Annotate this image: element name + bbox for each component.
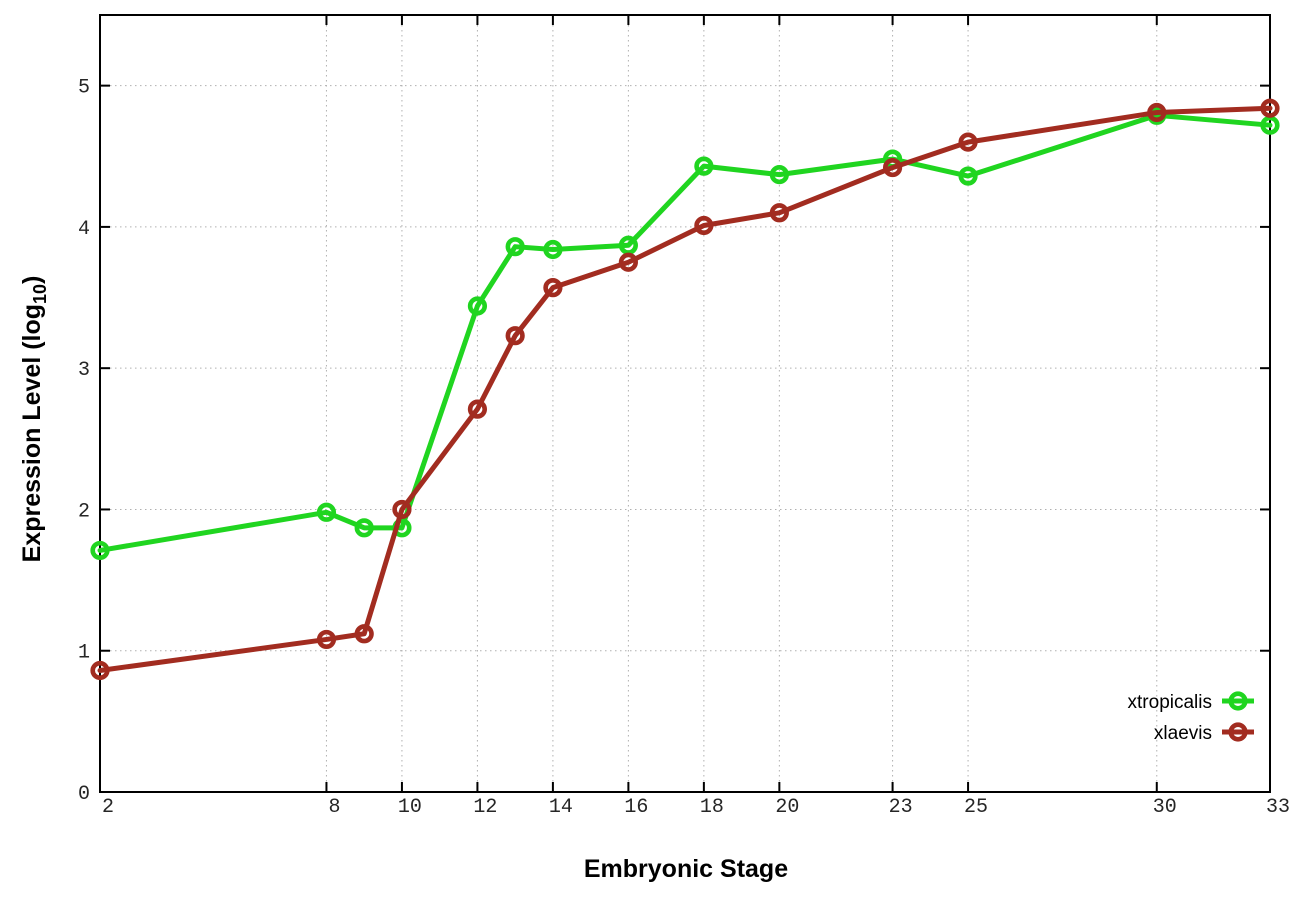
data-point-xtropicalis	[505, 237, 525, 257]
x-tick-label: 23	[889, 796, 913, 819]
data-point-xlaevis	[694, 215, 714, 236]
data-point-xlaevis	[90, 660, 110, 681]
data-point-xtropicalis	[1260, 115, 1280, 135]
data-point-xlaevis	[882, 157, 903, 178]
data-point-xtropicalis	[90, 540, 110, 561]
y-tick-label: 1	[78, 642, 90, 665]
x-tick-label: 10	[398, 796, 422, 819]
data-point-xtropicalis	[958, 166, 978, 186]
x-tick-label: 33	[1266, 796, 1290, 819]
x-tick-label: 12	[473, 796, 497, 819]
data-point-xtropicalis	[618, 235, 638, 255]
grid-layer	[100, 15, 1270, 792]
y-tick-label: 4	[78, 218, 90, 241]
legend: xtropicalis xlaevis	[1128, 691, 1254, 744]
x-tick-label: 25	[964, 796, 988, 819]
chart-line-xtropicalis	[97, 112, 1273, 553]
legend-marker-xlaevis	[1228, 722, 1248, 742]
x-tick-label: 18	[700, 796, 724, 819]
x-axis-label: Embryonic Stage	[584, 855, 788, 883]
data-point-xlaevis	[1147, 102, 1167, 123]
legend-label-xtropicalis: xtropicalis	[1128, 692, 1212, 713]
data-point-xlaevis	[316, 629, 337, 650]
data-point-xlaevis	[543, 278, 563, 298]
data-point-xlaevis	[769, 203, 789, 223]
x-tick-label: 16	[624, 796, 648, 819]
x-tick-label: 30	[1153, 796, 1177, 819]
x-tick-label: 2	[102, 796, 114, 819]
data-point-xlaevis	[958, 132, 978, 152]
data-point-xtropicalis	[467, 296, 488, 316]
legend-marker-xtropicalis	[1228, 691, 1248, 711]
data-point-xtropicalis	[769, 165, 789, 185]
y-tick-label: 2	[78, 500, 90, 523]
y-tick-label: 0	[78, 783, 90, 806]
y-axis-label: Expression Level (log10)	[18, 276, 50, 563]
data-point-xlaevis	[392, 499, 412, 520]
y-axis-label-group: Expression Level (log10)	[18, 276, 50, 563]
data-point-xtropicalis	[316, 502, 337, 522]
legend-label-xlaevis: xlaevis	[1154, 723, 1212, 744]
chart-line-xlaevis	[97, 105, 1273, 674]
data-point-xlaevis	[354, 624, 374, 644]
data-point-xlaevis	[618, 252, 638, 272]
plot-border	[99, 14, 1271, 793]
y-tick-label: 5	[78, 77, 90, 100]
data-point-xtropicalis	[694, 156, 714, 176]
data-point-xlaevis	[1260, 98, 1280, 118]
axes-layer	[99, 14, 1271, 793]
y-tick-label: 3	[78, 359, 90, 382]
data-point-xtropicalis	[543, 239, 563, 260]
x-tick-label: 20	[775, 796, 799, 819]
series-layer	[90, 98, 1280, 681]
data-point-xtropicalis	[354, 518, 374, 538]
x-tick-label: 14	[549, 796, 573, 819]
data-point-xlaevis	[505, 326, 525, 346]
x-tick-label: 8	[328, 796, 340, 819]
data-point-xlaevis	[467, 399, 488, 419]
